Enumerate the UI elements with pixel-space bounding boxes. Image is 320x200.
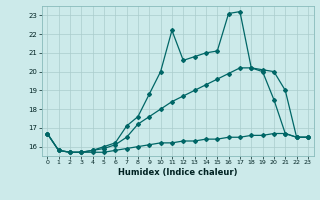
X-axis label: Humidex (Indice chaleur): Humidex (Indice chaleur) [118, 168, 237, 177]
